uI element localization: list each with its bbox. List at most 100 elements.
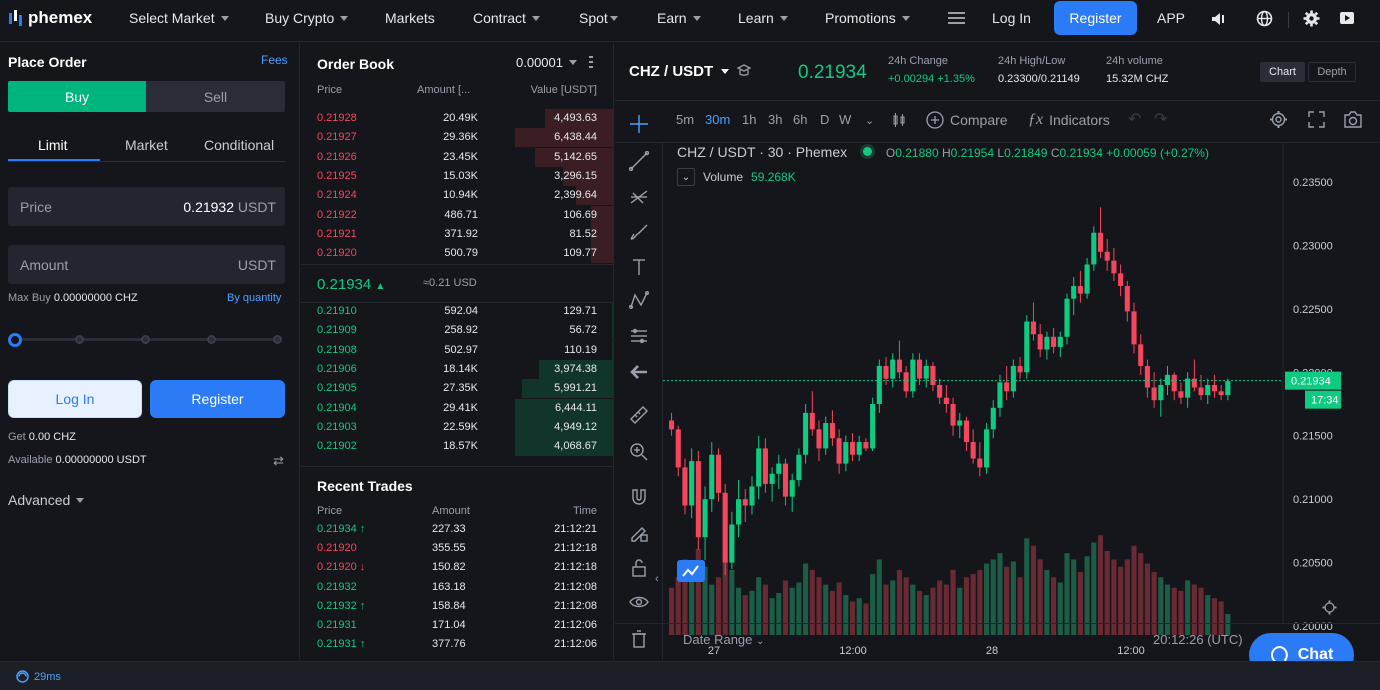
magnet-icon[interactable] — [629, 487, 649, 510]
up-arrow-icon: ▲ — [375, 281, 386, 292]
depth-bar — [576, 186, 613, 206]
lock-draw-icon[interactable] — [629, 523, 649, 546]
order-type-limit[interactable]: Limit — [38, 137, 68, 153]
indicators-button[interactable]: ƒx Indicators — [1028, 111, 1110, 129]
slider-tick-25[interactable] — [75, 335, 84, 344]
fees-link[interactable]: Fees — [261, 53, 288, 67]
volume-bar — [957, 587, 963, 635]
nav-learn[interactable]: Learn — [738, 10, 788, 26]
video-icon[interactable] — [1339, 10, 1355, 29]
interval-D[interactable]: D — [820, 112, 830, 127]
phemex-logo[interactable]: phemex — [8, 8, 92, 28]
nav-earn[interactable]: Earn — [657, 10, 701, 26]
chart-view-button[interactable]: Chart — [1260, 62, 1305, 82]
ask-row[interactable]: 0.21924 10.94K 2,399.64 — [301, 186, 613, 206]
depth-view-button[interactable]: Depth — [1308, 62, 1356, 82]
zoom-in-icon[interactable] — [629, 442, 649, 465]
pair-selector[interactable]: CHZ / USDT — [629, 63, 730, 80]
interval-6h[interactable]: 6h — [793, 112, 808, 127]
text-icon[interactable] — [629, 257, 649, 280]
ask-row[interactable]: 0.21921 371.92 81.52 — [301, 224, 613, 244]
nav-app[interactable]: APP — [1157, 10, 1186, 26]
orderbook-menu-icon[interactable] — [588, 55, 594, 72]
nav-login[interactable]: Log In — [992, 10, 1031, 26]
advanced-toggle[interactable]: Advanced — [8, 492, 85, 508]
collapse-toolbar-icon[interactable]: ‹ — [655, 573, 659, 585]
bid-row[interactable]: 0.21910 592.04 129.71 — [301, 302, 613, 321]
slider-tick-75[interactable] — [207, 335, 216, 344]
ask-row[interactable]: 0.21920 500.79 109.77 — [301, 244, 613, 264]
menu-icon[interactable] — [948, 11, 965, 28]
ask-row[interactable]: 0.21926 23.45K 5,142.65 — [301, 147, 613, 167]
sell-tab[interactable]: Sell — [146, 81, 285, 112]
axis-settings-icon[interactable] — [1322, 600, 1337, 618]
pattern-icon[interactable] — [629, 291, 650, 314]
ask-row[interactable]: 0.21928 20.49K 4,493.63 — [301, 109, 613, 128]
more-intervals-icon[interactable]: ⌄ — [865, 115, 875, 127]
transfer-icon[interactable]: ⇄ — [273, 453, 284, 468]
interval-3h[interactable]: 3h — [768, 112, 783, 127]
settings-icon[interactable] — [1303, 10, 1320, 30]
nav-buy-crypto[interactable]: Buy Crypto — [265, 10, 349, 26]
amount-input[interactable]: Amount USDT — [8, 245, 285, 284]
volume-bar — [1030, 545, 1037, 635]
compare-button[interactable]: Compare — [926, 111, 1008, 129]
trade-amount: 377.76 — [432, 638, 466, 651]
amount-slider-handle[interactable] — [8, 333, 22, 347]
slider-tick-100[interactable] — [273, 335, 282, 344]
eye-icon[interactable] — [629, 592, 649, 615]
slider-tick-50[interactable] — [141, 335, 150, 344]
volume-bar — [1205, 595, 1211, 635]
nav-contract[interactable]: Contract — [473, 10, 540, 26]
ask-row[interactable]: 0.21925 15.03K 3,296.15 — [301, 166, 613, 186]
undo-icon[interactable]: ↶ — [1128, 111, 1142, 128]
crosshair-icon[interactable] — [629, 114, 649, 137]
back-arrow-icon[interactable] — [629, 362, 649, 385]
order-type-market[interactable]: Market — [125, 137, 168, 153]
precision-select[interactable]: 0.00001 — [516, 55, 577, 70]
login-button[interactable]: Log In — [8, 380, 142, 418]
nav-spot[interactable]: Spot — [579, 10, 618, 26]
fullscreen-icon[interactable] — [1308, 111, 1325, 131]
redo-icon[interactable]: ↷ — [1154, 111, 1168, 128]
announcement-icon[interactable] — [1210, 11, 1226, 30]
bid-row[interactable]: 0.21906 18.14K 3,974.38 — [301, 359, 613, 379]
globe-icon[interactable] — [1256, 10, 1273, 30]
interval-30m[interactable]: 30m — [705, 112, 731, 127]
bid-row[interactable]: 0.21904 29.41K 6,444.11 — [301, 398, 613, 418]
bid-row[interactable]: 0.21905 27.35K 5,991.21 — [301, 379, 613, 399]
nav-promotions[interactable]: Promotions — [825, 10, 910, 26]
trash-icon[interactable] — [629, 629, 649, 652]
tradingview-logo-icon[interactable] — [677, 560, 705, 582]
candle-style-icon[interactable] — [892, 112, 906, 131]
fib-icon[interactable] — [629, 187, 649, 210]
collapse-legend-icon[interactable]: ⌄ — [677, 168, 695, 186]
order-type-conditional[interactable]: Conditional — [204, 137, 275, 153]
unlock-icon[interactable] — [629, 558, 649, 581]
buy-tab[interactable]: Buy — [8, 81, 146, 112]
bid-row[interactable]: 0.21902 18.57K 4,068.67 — [301, 437, 613, 457]
date-range-button[interactable]: Date Range ⌄ — [683, 632, 764, 647]
interval-W[interactable]: W — [839, 112, 852, 127]
ruler-icon[interactable] — [629, 405, 649, 428]
interval-1h[interactable]: 1h — [742, 112, 757, 127]
price-input[interactable]: Price 0.21932 USDT — [8, 187, 285, 226]
nav-register-button[interactable]: Register — [1054, 1, 1137, 35]
trend-line-icon[interactable] — [628, 150, 650, 174]
price-chart[interactable]: 0.235000.230000.225000.220000.215000.210… — [663, 143, 1380, 660]
interval-5m[interactable]: 5m — [676, 112, 695, 127]
prediction-icon[interactable] — [629, 326, 649, 349]
register-button[interactable]: Register — [150, 380, 285, 418]
bid-row[interactable]: 0.21908 502.97 110.19 — [301, 340, 613, 360]
screenshot-icon[interactable] — [1343, 111, 1363, 131]
chart-settings-icon[interactable] — [1269, 110, 1288, 132]
brush-icon[interactable] — [629, 222, 649, 245]
ask-row[interactable]: 0.21922 486.71 106.69 — [301, 205, 613, 225]
nav-select-market[interactable]: Select Market — [129, 10, 229, 26]
bid-row[interactable]: 0.21903 22.59K 4,949.12 — [301, 417, 613, 437]
pair-info-icon[interactable] — [736, 64, 752, 81]
ask-row[interactable]: 0.21927 29.36K 6,438.44 — [301, 128, 613, 148]
by-quantity-link[interactable]: By quantity — [227, 292, 282, 304]
bid-row[interactable]: 0.21909 258.92 56.72 — [301, 321, 613, 341]
nav-markets[interactable]: Markets — [385, 10, 435, 26]
